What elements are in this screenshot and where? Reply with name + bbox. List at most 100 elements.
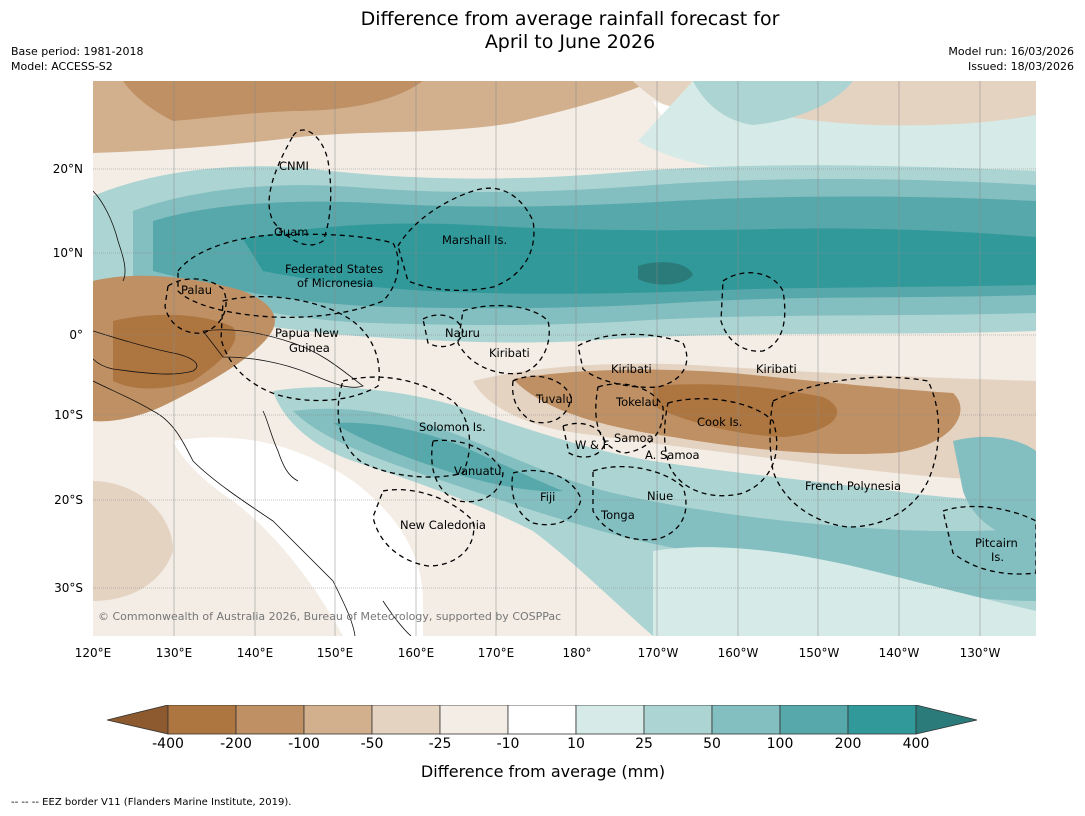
label-asamoa: A. Samoa [645,448,700,462]
philippines [93,190,126,282]
eez-palau [164,278,227,334]
rainfall-map: CNMI Guam Marshall Is. Federated States … [93,81,1036,636]
legend-title: Difference from average (mm) [420,762,666,781]
colorbar [106,704,979,741]
label-png-2: Guinea [289,341,330,355]
graticule-meridians [173,81,981,636]
eez-cook [663,398,778,497]
lat-tick-0: 0° [69,328,83,342]
label-niue: Niue [647,489,673,503]
colorbar-bin [643,704,713,735]
lon-tick-170e: 170°E [477,646,515,660]
legend-tick-label: -200 [220,736,252,752]
indonesia-coast [93,330,198,375]
label-kiribati-c: Kiribati [611,362,652,376]
eez-cnmi [268,129,332,246]
eez-footnote: -- -- -- EEZ border V11 (Flanders Marine… [11,797,292,808]
eez-tonga-niue [592,465,687,541]
title-line-2: April to June 2026 [484,31,656,53]
colorbar-bin [575,704,645,735]
north-dry-core [123,81,423,121]
lon-tick-180: 180° [562,646,592,660]
eez-fsm [177,233,399,318]
equatorial-wet-darkest [638,262,693,285]
eez-fiji [511,469,582,526]
label-tuvalu: Tuvalu [535,392,573,406]
legend-tick-label: 50 [703,736,721,752]
eez-kiribati-w [457,304,550,375]
label-samoa: Samoa [614,431,654,445]
label-vanuatu: Vanuatu [454,464,501,478]
lon-tick-130w: 130°W [959,646,1001,660]
land-outlines [93,190,412,636]
eez-tuvalu [511,375,572,424]
label-fsm-2: of Micronesia [297,276,373,290]
lon-tick-160w: 160°W [717,646,759,660]
label-kiribati-e: Kiribati [756,362,797,376]
rainfall-contours [93,81,1036,636]
issued-date: Issued: 18/03/2026 [967,60,1074,73]
chart-title: Difference from average rainfall forecas… [0,8,1085,54]
label-solomon: Solomon Is. [419,420,486,434]
colorbar-extend-low [106,704,169,735]
title-line-1: Difference from average rainfall forecas… [360,8,780,30]
colorbar-bin [371,704,441,735]
tasman-white [173,437,423,636]
label-marshall: Marshall Is. [442,233,507,247]
label-fsm-1: Federated States [285,262,383,276]
label-fiji: Fiji [540,490,555,504]
eez-solomon [337,376,471,478]
label-new-caledonia: New Caledonia [400,518,486,532]
southwest-wet-core [333,422,563,492]
label-tonga: Tonga [600,508,635,522]
lon-tick-130e: 130°E [155,646,193,660]
colorbar-bin [439,704,509,735]
legend-tick-label: -50 [360,736,384,752]
eez-png [220,295,380,402]
eez-marshall [397,187,535,292]
lon-tick-150e: 150°E [316,646,354,660]
label-kiribati-w: Kiribati [489,346,530,360]
label-guam: Guam [274,225,308,239]
lon-tick-140e: 140°E [236,646,274,660]
copyright-credit: © Commonwealth of Australia 2026, Bureau… [98,610,562,623]
label-pitcairn-1: Pitcairn [975,536,1018,550]
lat-tick-10n: 10°N [52,246,83,260]
colorbar-bin [711,704,781,735]
southeast-wet-patch [953,436,1036,541]
eez-wf [562,422,606,458]
colorbar-bins [167,704,917,735]
colorbar-bin [779,704,849,735]
region-labels: CNMI Guam Marshall Is. Federated States … [181,159,1018,564]
lon-tick-150w: 150°W [798,646,840,660]
label-tokelau: Tokelau [615,395,659,409]
png-coast [202,329,364,388]
model-name: Model: ACCESS-S2 [11,60,113,73]
australia-coast [93,380,356,636]
meta-right: Model run: 16/03/2026 Issued: 18/03/2026 [948,44,1074,74]
lat-tick-20s: 20°S [54,493,83,507]
legend-tick-label: 10 [567,736,585,752]
label-wf: W & F [575,438,609,452]
colorbar-bin [847,704,917,735]
new-zealand-tip [382,600,412,636]
colorbar-bin [507,704,577,735]
colorbar-bin [235,704,305,735]
label-cook: Cook Is. [697,415,742,429]
equatorial-wet-core [243,223,1036,294]
legend-tick-label: -100 [288,736,320,752]
label-cnmi: CNMI [279,159,309,173]
eez-kiribati-c [577,333,688,388]
legend-tick-label: 25 [635,736,653,752]
eez-new-caledonia [372,488,475,567]
label-png-1: Papua New [275,326,339,340]
meta-left: Base period: 1981-2018 Model: ACCESS-S2 [11,44,143,74]
lon-tick-120e: 120°E [74,646,112,660]
label-french-polynesia: French Polynesia [805,479,901,493]
southeast-light-teal [653,547,1036,636]
northeast-teal-patch [693,81,853,125]
legend-tick-label: -25 [428,736,452,752]
eez-pitcairn [942,505,1036,575]
eez-french-polynesia [769,376,940,528]
eez-vanuatu [431,439,504,503]
